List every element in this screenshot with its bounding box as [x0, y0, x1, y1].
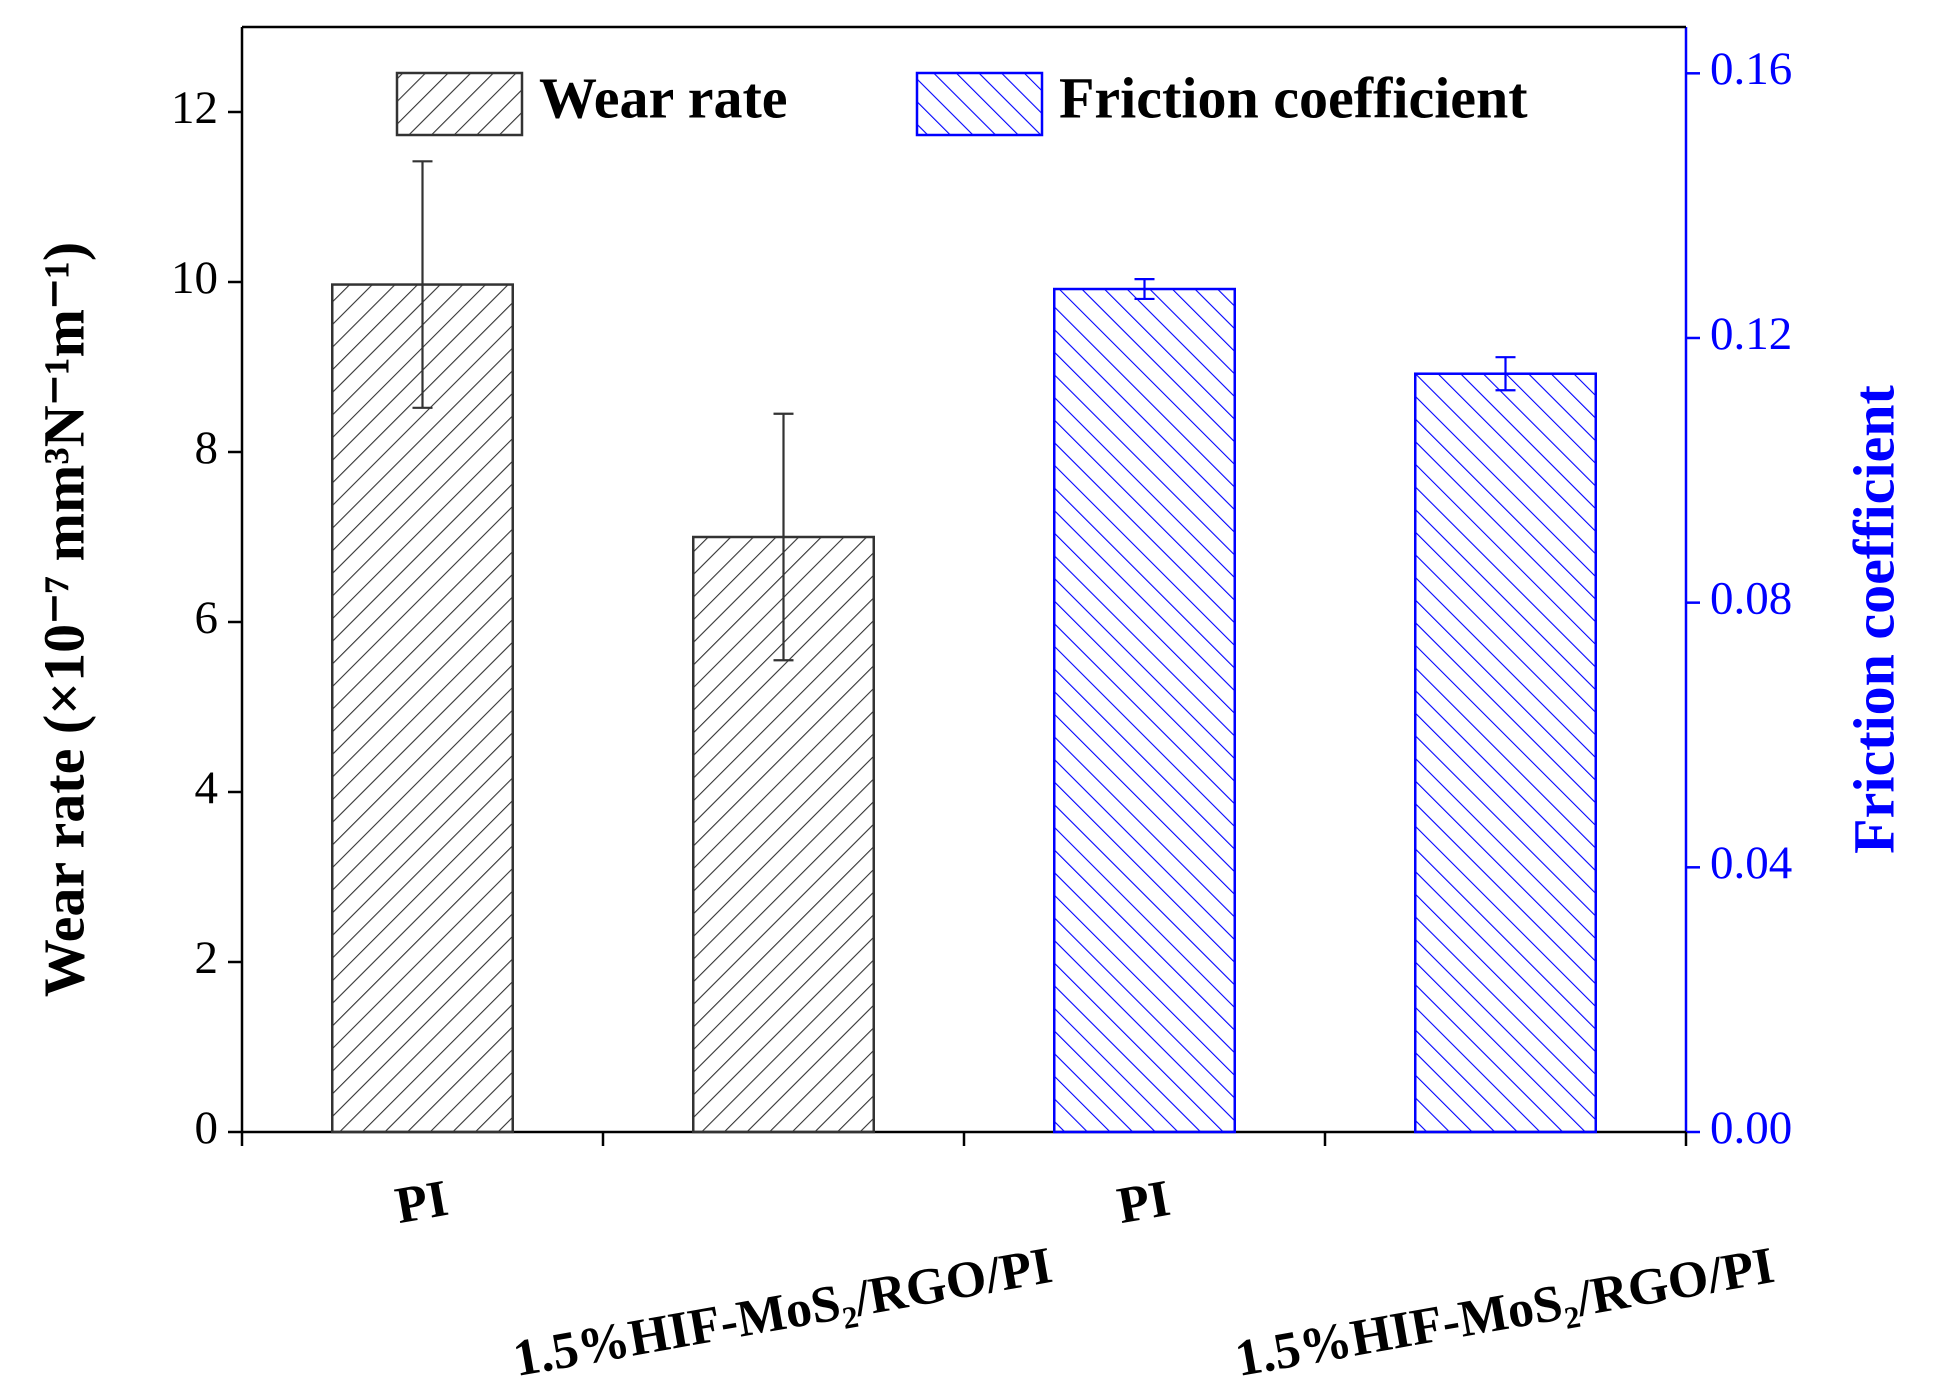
error-bar	[412, 160, 433, 409]
y2-tick-label: 0.00	[1710, 1102, 1792, 1154]
y2-tick-label: 0.12	[1710, 308, 1792, 360]
y-tick-label: 12	[171, 82, 218, 134]
y2-tick-label: 0.16	[1710, 43, 1792, 95]
y-tick-label: 0	[195, 1102, 219, 1154]
legend-swatch	[395, 71, 524, 137]
y-tick-label: 2	[195, 932, 219, 984]
y2-axis-title: Friction coefficient	[1841, 385, 1906, 854]
x-tick-label: PI	[1113, 1170, 1174, 1235]
error-bar	[1134, 277, 1155, 301]
y-tick-label: 4	[195, 762, 219, 814]
y2-tick-label: 0.08	[1710, 572, 1792, 624]
legend-label: Friction coefficient	[1059, 65, 1528, 130]
error-bar	[773, 412, 794, 662]
legend-label: Wear rate	[539, 65, 788, 130]
bar	[331, 283, 514, 1134]
error-bar	[1495, 356, 1516, 392]
legend-swatch	[915, 71, 1044, 137]
x-tick-label: 1.5%HIF-MoS₂/RGO/PI	[1231, 1237, 1778, 1377]
bar	[1053, 287, 1236, 1134]
y2-tick-label: 0.04	[1710, 837, 1792, 889]
bar	[1414, 372, 1597, 1134]
x-tick-label: PI	[391, 1170, 452, 1235]
x-tick-label: 1.5%HIF-MoS₂/RGO/PI	[509, 1237, 1056, 1377]
y-axis-title: Wear rate (×10⁻⁷ mm³N⁻¹m⁻¹)	[31, 242, 96, 997]
y-tick-label: 10	[171, 252, 218, 304]
y-tick-label: 8	[195, 422, 219, 474]
y-tick-label: 6	[195, 592, 219, 644]
